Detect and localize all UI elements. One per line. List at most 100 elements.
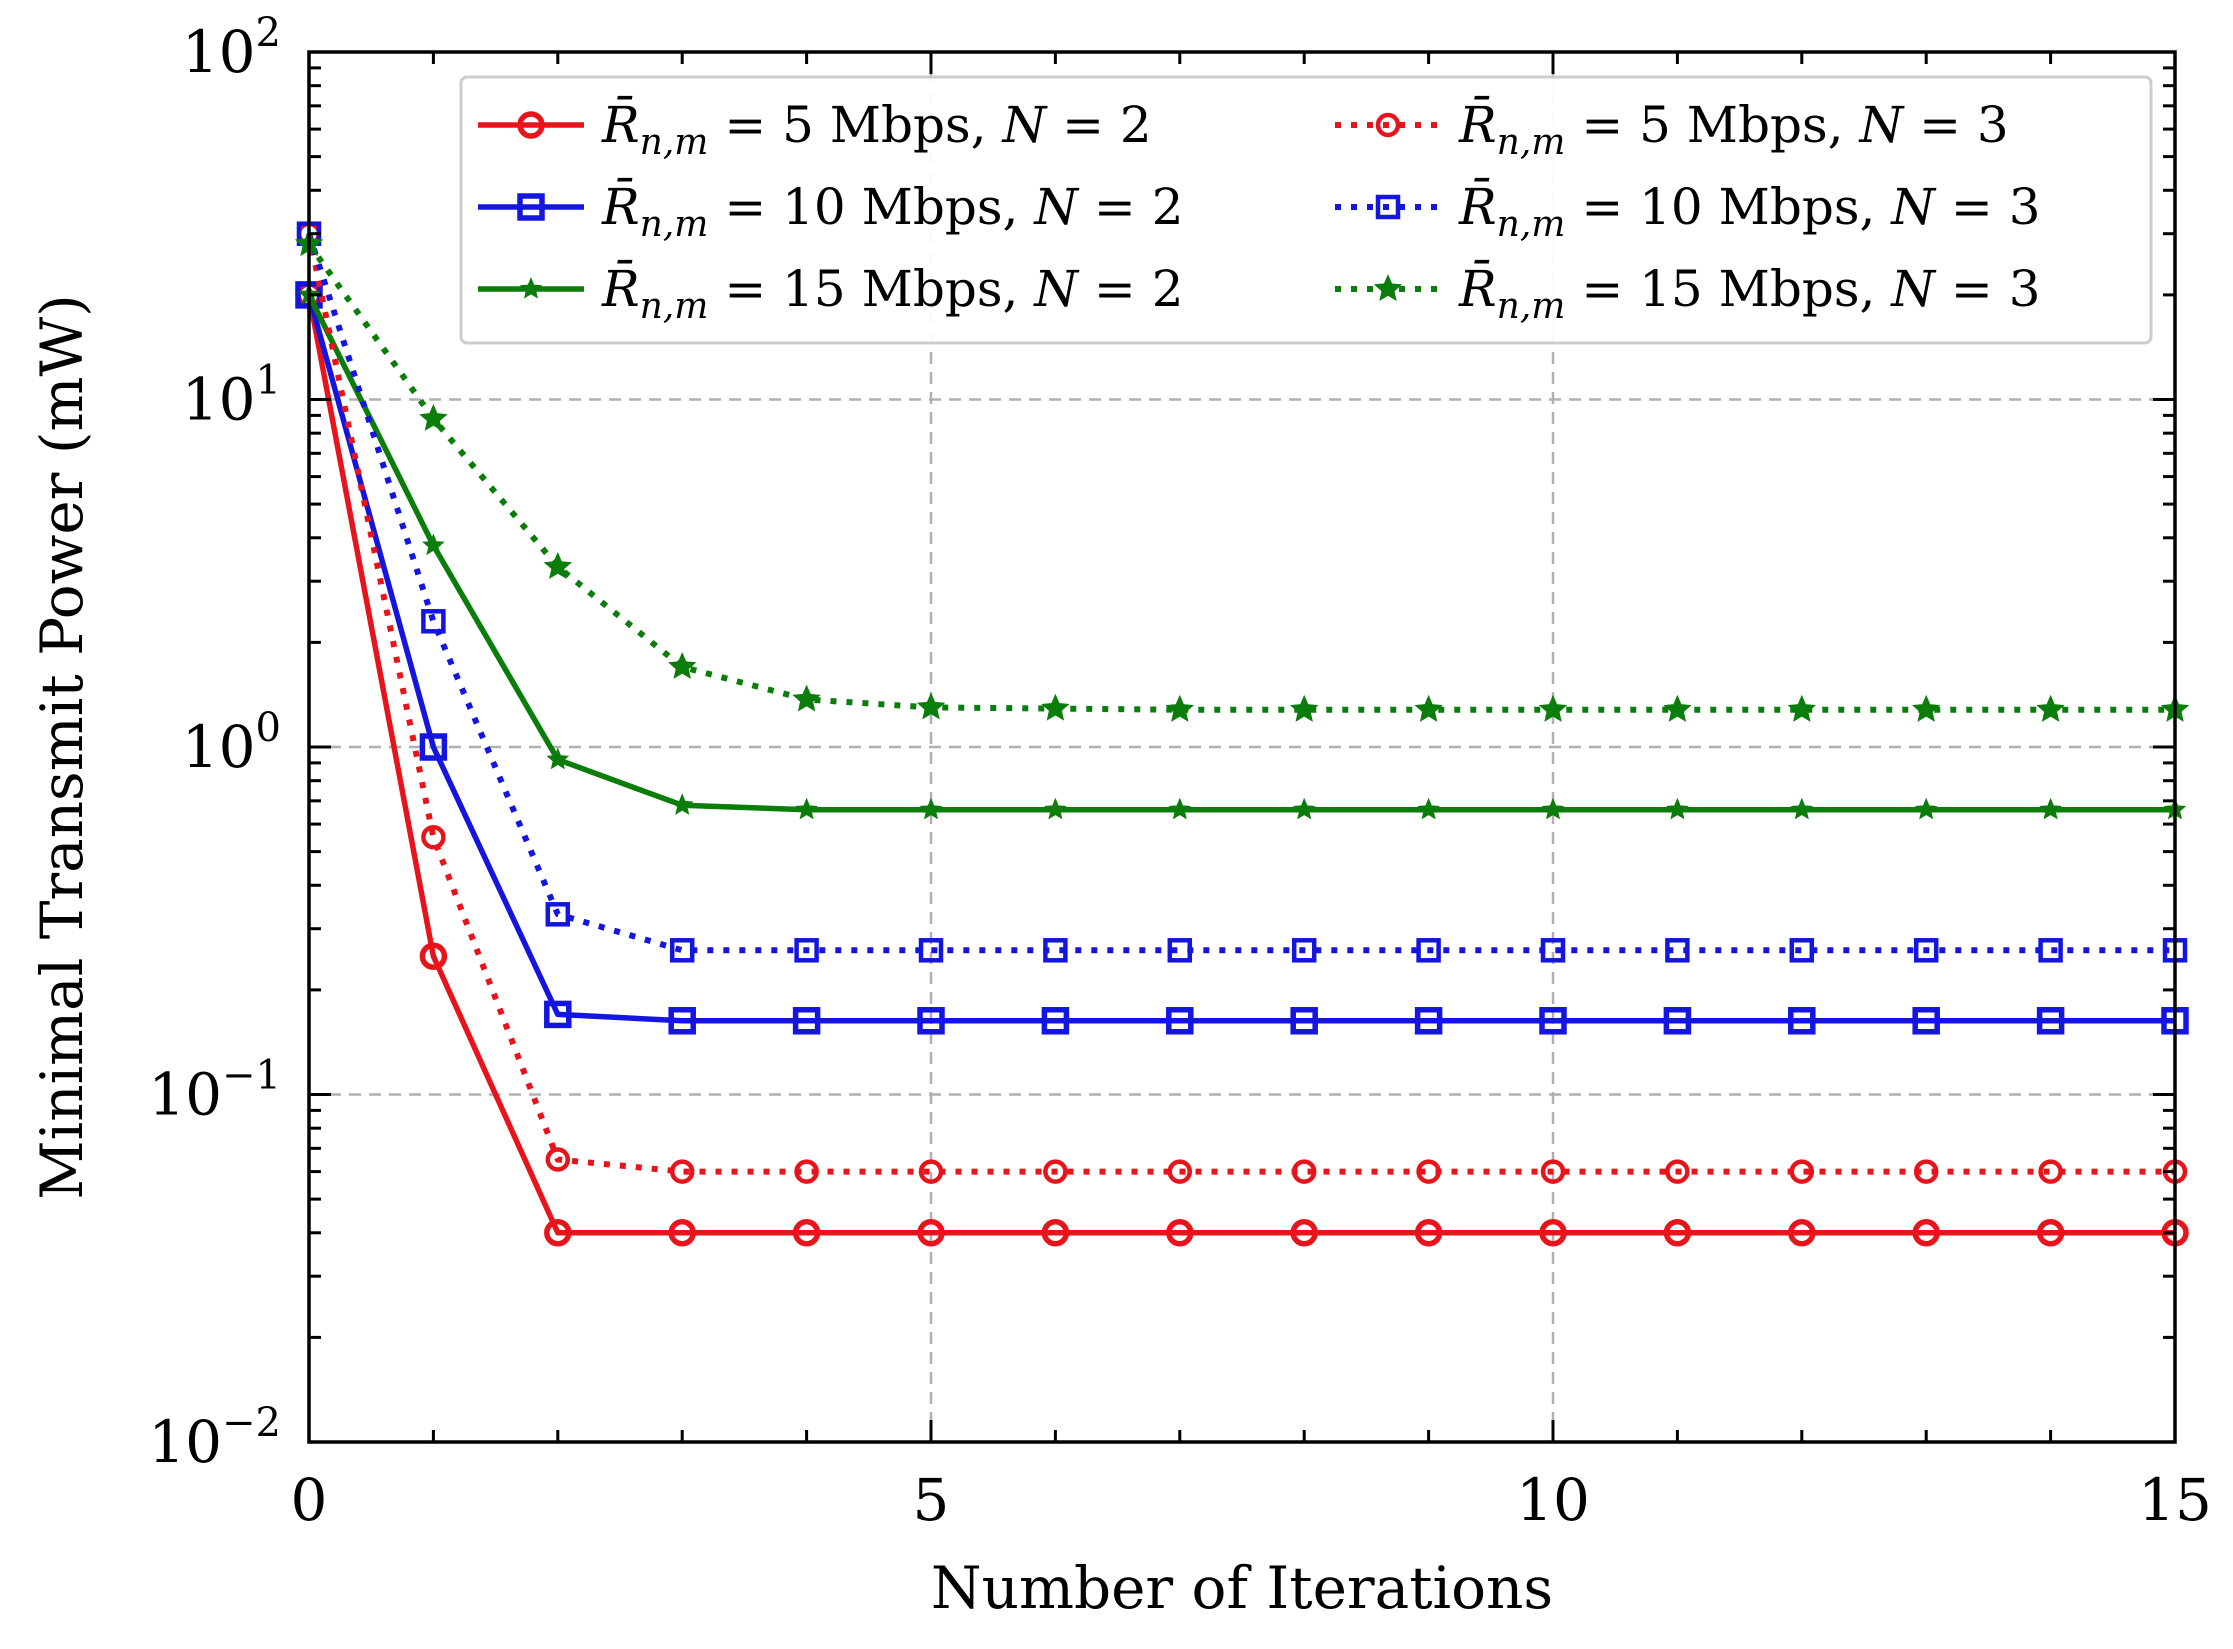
data-point	[1913, 938, 1939, 963]
data-point	[2036, 694, 2065, 722]
y-axis-label: Minimal Transmit Power (mW)	[28, 294, 96, 1199]
data-point	[1414, 1219, 1443, 1247]
data-point	[1663, 694, 1692, 722]
series-1	[295, 281, 2189, 1247]
legend-box	[459, 75, 2153, 345]
series-line-1	[306, 294, 2175, 1236]
data-point	[1539, 1007, 1567, 1035]
data-point	[2038, 1159, 2063, 1184]
data-point	[1290, 1007, 1318, 1035]
data-point	[1167, 1159, 1193, 1184]
series-3	[297, 282, 2187, 820]
data-point	[669, 1159, 695, 1184]
x-axis-label: Number of Iterations	[931, 1554, 1553, 1622]
legend-label: R̄n,m = 15 Mbps, N = 3	[1458, 259, 2041, 327]
data-point	[1168, 797, 1192, 820]
data-point	[1789, 1159, 1815, 1184]
y-tick-label: 100	[182, 705, 281, 781]
data-point	[1041, 693, 1070, 721]
data-point	[792, 1219, 821, 1247]
legend-marker	[517, 193, 545, 221]
y-tick-label: 10−2	[148, 1400, 281, 1476]
legend-marker	[1375, 112, 1401, 138]
data-point	[918, 1159, 944, 1184]
legend-item-2: R̄n,m = 10 Mbps, N = 2	[478, 177, 1184, 245]
data-point	[1911, 694, 1941, 722]
series-line-2	[306, 294, 2175, 1024]
data-point	[422, 533, 445, 556]
series-layer	[294, 221, 2190, 1247]
x-tick-labels: 0 5 10 15	[291, 1466, 2212, 1534]
data-point	[1663, 1007, 1692, 1035]
data-point	[1041, 1219, 1070, 1247]
data-point	[419, 942, 448, 970]
series-4	[296, 221, 2188, 1184]
data-point	[1539, 1219, 1567, 1247]
data-point	[795, 797, 818, 820]
series-line-3	[306, 293, 2175, 813]
data-point	[1540, 938, 1566, 963]
data-point	[794, 938, 819, 963]
legend-marker	[1375, 194, 1401, 220]
data-point	[670, 793, 694, 815]
series-line-4	[306, 233, 2175, 1175]
data-point	[1289, 694, 1319, 722]
series-6	[294, 229, 2190, 722]
series-line-5	[306, 232, 2175, 954]
legend-item-5: R̄n,m = 10 Mbps, N = 3	[1335, 177, 2041, 245]
data-point	[1416, 1159, 1441, 1184]
data-point	[545, 902, 571, 927]
legend-marker	[517, 111, 545, 139]
data-point	[1416, 938, 1441, 963]
data-point	[1414, 1007, 1443, 1035]
data-point	[668, 1007, 696, 1035]
data-point	[1665, 1159, 1690, 1184]
data-point	[1538, 694, 1568, 722]
data-point	[1290, 1219, 1318, 1247]
data-point	[545, 1147, 571, 1172]
legend-marker	[1373, 274, 1403, 302]
y-tick-label: 10−1	[148, 1053, 281, 1129]
data-point	[543, 551, 573, 579]
legend-item-3: R̄n,m = 15 Mbps, N = 2	[478, 259, 1184, 327]
data-point	[919, 797, 943, 820]
data-point	[1166, 1007, 1194, 1035]
legend-label: R̄n,m = 5 Mbps, N = 2	[601, 95, 1152, 163]
legend-label: R̄n,m = 5 Mbps, N = 3	[1458, 95, 2009, 163]
data-point	[1540, 1159, 1566, 1184]
legend-item-4: R̄n,m = 5 Mbps, N = 3	[1335, 95, 2009, 163]
data-point	[1041, 1007, 1070, 1035]
data-point	[667, 651, 697, 679]
data-point	[1913, 1159, 1939, 1184]
data-point	[1291, 1159, 1317, 1184]
data-point	[792, 1007, 821, 1035]
data-point	[1914, 797, 1938, 820]
data-point	[1788, 1219, 1816, 1247]
data-point	[1787, 694, 1817, 722]
data-point	[792, 684, 821, 712]
data-point	[668, 1219, 696, 1247]
data-point	[1043, 1159, 1068, 1184]
data-point	[1165, 694, 1195, 722]
x-tick-label: 5	[913, 1466, 950, 1534]
data-point	[544, 1219, 572, 1247]
legend-label: R̄n,m = 10 Mbps, N = 3	[1458, 177, 2041, 245]
legend: R̄n,m = 5 Mbps, N = 2 R̄n,m = 10 Mbps, N …	[459, 75, 2153, 345]
data-point	[794, 1159, 819, 1184]
data-point	[917, 1007, 945, 1035]
data-point	[544, 1000, 572, 1029]
data-point	[1044, 797, 1067, 820]
x-tick-label: 15	[2138, 1466, 2212, 1534]
legend-label: R̄n,m = 10 Mbps, N = 2	[601, 177, 1184, 245]
y-tick-label: 102	[182, 10, 281, 86]
data-point	[421, 824, 446, 850]
data-point	[1912, 1007, 1940, 1035]
data-point	[1789, 938, 1815, 963]
data-point	[2036, 1007, 2065, 1035]
data-point	[421, 609, 446, 634]
data-point	[2038, 938, 2063, 963]
data-point	[918, 938, 944, 963]
series-2	[295, 281, 2189, 1035]
data-point	[1417, 797, 1440, 820]
